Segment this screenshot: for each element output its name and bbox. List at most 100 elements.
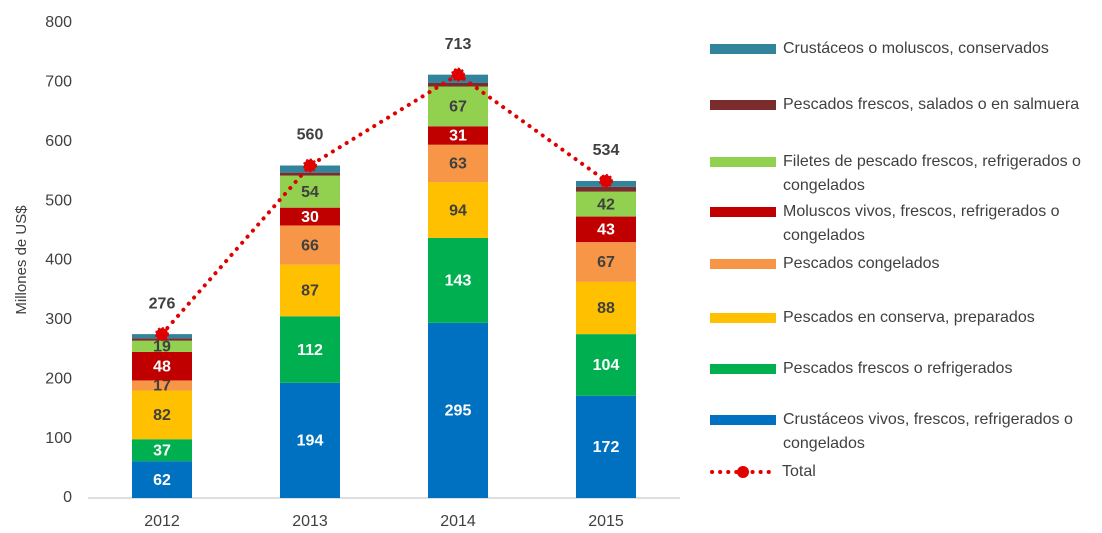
legend-swatch	[737, 466, 749, 478]
bar-segment	[280, 175, 340, 208]
bar-segment	[132, 439, 192, 462]
bar-segment	[280, 264, 340, 317]
bar-segment	[428, 144, 488, 183]
bar-segment	[428, 322, 488, 498]
x-tick-label: 2012	[144, 513, 180, 530]
data-label: 54	[301, 184, 319, 201]
data-label: 88	[597, 300, 615, 317]
legend-swatch	[710, 207, 776, 217]
legend-swatch	[710, 415, 776, 425]
y-tick-label: 100	[45, 430, 72, 447]
bar-segment	[132, 380, 192, 391]
y-tick-label: 800	[45, 14, 72, 31]
total-marker	[599, 173, 613, 188]
bar-segment	[428, 82, 488, 87]
y-tick-label: 600	[45, 133, 72, 150]
legend-swatch	[710, 313, 776, 323]
total-marker	[303, 158, 317, 173]
data-label: 31	[449, 128, 467, 145]
data-label: 194	[297, 433, 324, 450]
bar-segment	[428, 126, 488, 145]
bar-segment	[428, 237, 488, 323]
legend-item: Crustáceos o moluscos, conservados	[710, 37, 1102, 61]
data-label: 48	[153, 358, 171, 375]
total-label: 276	[149, 295, 176, 312]
data-label: 19	[153, 339, 171, 356]
y-tick-label: 300	[45, 311, 72, 328]
y-tick-label: 700	[45, 74, 72, 91]
bar-segment	[576, 281, 636, 335]
data-label: 143	[445, 273, 472, 290]
legend-item: Crustáceos vivos, frescos, refrigerados …	[710, 408, 1102, 456]
x-tick-label: 2015	[588, 513, 624, 530]
bar-segment	[280, 172, 340, 176]
bar-segment	[576, 191, 636, 217]
legend-label: Pescados congelados	[783, 255, 940, 272]
data-label: 172	[593, 439, 620, 456]
legend-swatch	[710, 157, 776, 167]
bar-segment	[576, 216, 636, 243]
data-label: 17	[153, 378, 171, 395]
bar-segment	[428, 182, 488, 238]
legend-label: Pescados frescos o refrigerados	[783, 360, 1013, 377]
legend-item: Pescados en conserva, preparados	[710, 306, 1102, 330]
legend-swatch	[710, 100, 776, 110]
data-label: 82	[153, 407, 171, 424]
bar-segment	[132, 351, 192, 381]
legend-item: Pescados frescos o refrigerados	[710, 357, 1102, 381]
data-label: 43	[597, 222, 615, 239]
legend-label: Pescados frescos, salados o en salmuera	[783, 96, 1080, 113]
data-label: 94	[449, 202, 467, 219]
legend-swatch	[710, 259, 776, 269]
total-label: 713	[445, 36, 472, 53]
legend-swatch	[710, 44, 776, 54]
bar-segment	[280, 207, 340, 226]
total-line	[160, 72, 608, 337]
legend-item: Pescados congelados	[710, 252, 1102, 276]
bar-segment	[132, 340, 192, 352]
y-tick-label: 0	[63, 489, 72, 506]
total-marker	[451, 67, 465, 82]
bar-segment	[576, 395, 636, 498]
bar-segment	[280, 382, 340, 498]
bar-segment	[576, 334, 636, 396]
x-tick-label: 2014	[440, 513, 476, 530]
legend-label: Pescados en conserva, preparados	[783, 309, 1035, 326]
legend-label: Total	[782, 463, 816, 480]
legend-item: Moluscos vivos, frescos, refrigerados o …	[710, 200, 1102, 248]
data-label: 62	[153, 472, 171, 489]
y-axis-title: Millones de US$	[13, 205, 30, 315]
y-tick-label: 200	[45, 370, 72, 387]
data-label: 112	[297, 342, 323, 359]
total-label: 560	[297, 127, 324, 144]
legend-item: Filetes de pescado frescos, refrigerados…	[710, 150, 1102, 198]
total-label: 534	[593, 142, 620, 159]
legend-item: Pescados frescos, salados o en salmuera	[710, 93, 1102, 117]
bar-segment	[576, 186, 636, 192]
bar-segment	[280, 225, 340, 265]
data-label: 42	[597, 196, 615, 213]
bar-segment	[132, 461, 192, 498]
data-label: 67	[449, 99, 467, 116]
x-tick-label: 2013	[292, 513, 328, 530]
data-label: 30	[301, 209, 319, 226]
data-label: 63	[449, 156, 467, 173]
data-label: 104	[593, 357, 620, 374]
legend-label: Crustáceos o moluscos, conservados	[783, 40, 1049, 57]
bar-segment	[428, 86, 488, 127]
bar-segment	[280, 316, 340, 383]
data-label: 87	[301, 283, 319, 300]
legend-swatch	[710, 364, 776, 374]
total-marker	[155, 327, 169, 342]
bar-segment	[132, 390, 192, 440]
bar-segment	[576, 242, 636, 282]
legend-label: Filetes de pescado frescos, refrigerados…	[783, 153, 1081, 194]
y-tick-label: 500	[45, 192, 72, 209]
legend-label: Crustáceos vivos, frescos, refrigerados …	[783, 411, 1073, 452]
data-label: 295	[445, 403, 472, 420]
data-label: 66	[301, 237, 319, 254]
data-label: 37	[153, 442, 171, 459]
y-tick-label: 400	[45, 252, 72, 269]
